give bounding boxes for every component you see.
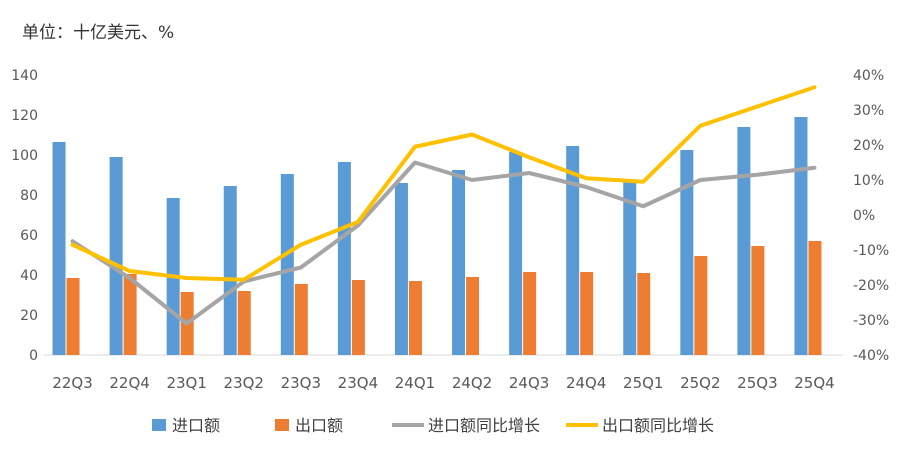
y-left-tick-label: 120	[11, 108, 38, 124]
legend-swatch	[152, 419, 166, 431]
x-tick-label: 23Q4	[338, 374, 378, 392]
x-tick-label: 22Q3	[52, 374, 92, 392]
import-bar	[794, 117, 808, 355]
x-tick-label: 23Q1	[166, 374, 206, 392]
legend-label: 进口额同比增长	[428, 416, 540, 435]
x-tick-label: 24Q1	[395, 374, 435, 392]
x-tick-label: 25Q2	[680, 374, 720, 392]
export-bar	[66, 278, 80, 355]
y-right-tick-label: 40%	[853, 68, 884, 84]
import-bar	[623, 180, 637, 355]
y-left-tick-label: 40	[20, 268, 38, 284]
export-bar	[123, 274, 137, 355]
y-left-tick-label: 80	[20, 188, 38, 204]
export-bar	[408, 281, 422, 355]
x-tick-label: 22Q4	[109, 374, 149, 392]
unit-label: 单位：十亿美元、%	[22, 23, 175, 43]
import-bar	[280, 174, 294, 355]
export-bar	[580, 272, 594, 355]
x-tick-label: 23Q3	[281, 374, 321, 392]
x-tick-label: 25Q4	[794, 374, 834, 392]
legend-label: 出口额	[295, 416, 343, 435]
y-right-tick-label: -30%	[853, 313, 889, 329]
x-tick-label: 25Q1	[623, 374, 663, 392]
export-bar	[751, 246, 765, 355]
import-bar	[509, 152, 523, 355]
y-left-tick-label: 60	[20, 228, 38, 244]
export-bar	[694, 256, 708, 355]
legend-swatch	[275, 419, 289, 431]
x-tick-label: 23Q2	[224, 374, 264, 392]
export-bar	[294, 284, 308, 355]
y-left-tick-label: 0	[29, 348, 38, 364]
import-bar	[52, 142, 66, 355]
y-right-tick-label: 10%	[853, 173, 884, 189]
import-bar	[737, 127, 751, 355]
y-left-tick-label: 100	[11, 148, 38, 164]
y-right-tick-label: 20%	[853, 138, 884, 154]
import-bar	[452, 170, 466, 355]
export-bar	[637, 273, 651, 355]
x-tick-label: 24Q3	[509, 374, 549, 392]
export-bar	[808, 241, 822, 355]
y-right-tick-label: -10%	[853, 243, 889, 259]
import-bar	[109, 157, 123, 355]
export-bar	[351, 280, 365, 355]
import-bar	[337, 162, 351, 355]
import-bar	[223, 186, 237, 355]
import-bar	[394, 183, 408, 355]
export-bar	[523, 272, 537, 355]
y-left-tick-label: 20	[20, 308, 38, 324]
export-growth-line	[70, 85, 817, 282]
export-bar	[466, 277, 480, 355]
legend-label: 进口额	[172, 416, 220, 435]
y-right-tick-label: -20%	[853, 278, 889, 294]
y-left-tick-label: 140	[11, 68, 38, 84]
x-tick-label: 24Q4	[566, 374, 606, 392]
y-right-tick-label: 0%	[853, 208, 875, 224]
import-growth-line	[70, 160, 817, 326]
y-right-tick-label: 30%	[853, 103, 884, 119]
x-tick-label: 25Q3	[737, 374, 777, 392]
export-bar	[237, 291, 251, 355]
import-bar	[566, 146, 580, 355]
y-right-tick-label: -40%	[853, 348, 889, 364]
x-tick-label: 24Q2	[452, 374, 492, 392]
import-bar	[680, 150, 694, 355]
legend-label: 出口额同比增长	[602, 416, 714, 435]
